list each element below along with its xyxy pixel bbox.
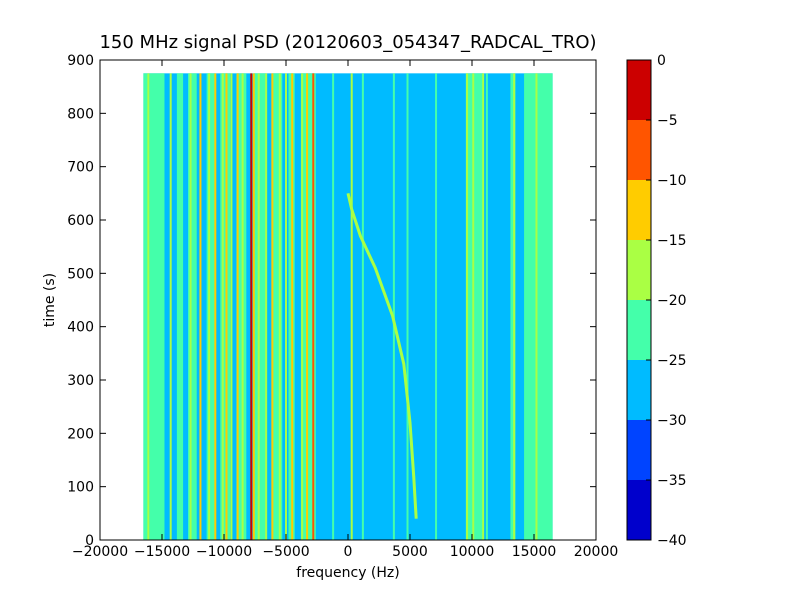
x-tick-label: −15000 <box>134 544 190 560</box>
heatmap-region <box>236 73 247 540</box>
y-tick-label: 200 <box>67 426 94 442</box>
y-tick-label: 400 <box>67 320 94 336</box>
y-tick-label: 600 <box>67 213 94 229</box>
heatmap-region <box>510 73 516 540</box>
y-tick-label: 100 <box>67 480 94 496</box>
heatmap-region <box>206 73 216 540</box>
plot-area <box>143 73 553 540</box>
y-tick-label: 700 <box>67 160 94 176</box>
y-axis-ticks: 0 100 200 300 400 500 600 700 800 900 <box>67 53 596 549</box>
y-axis-label: time (s) <box>42 273 58 327</box>
colorbar-band <box>627 420 651 480</box>
heatmap-region <box>272 73 283 540</box>
x-axis-ticks: −20000 −15000 −10000 −5000 0 5000 10000 15000 20… <box>72 60 618 560</box>
colorbar: −40 −35 −30 −25 −20 −15 −10 −5 0 <box>626 53 687 549</box>
x-tick-label: 10000 <box>450 544 495 560</box>
x-tick-label: −20000 <box>72 544 128 560</box>
y-tick-label: 0 <box>85 533 94 549</box>
heatmap-region <box>524 73 553 540</box>
colorbar-band <box>627 240 651 300</box>
heatmap-region <box>220 73 231 540</box>
colorbar-tick-label: −5 <box>657 113 678 129</box>
colorbar-tick-label: −40 <box>657 533 687 549</box>
heatmap-region <box>465 73 484 540</box>
y-tick-label: 300 <box>67 373 94 389</box>
heatmap-background <box>143 73 553 540</box>
colorbar-band <box>627 480 651 540</box>
y-tick-label: 800 <box>67 106 94 122</box>
drifting-signal-curve <box>346 192 418 519</box>
y-tick-label: 900 <box>67 53 94 69</box>
colorbar-band <box>627 300 651 360</box>
colorbar-band <box>627 60 651 120</box>
heatmap-region <box>143 73 150 540</box>
colorbar-tick-label: 0 <box>657 53 666 69</box>
chart-title: 150 MHz signal PSD (20120603_054347_RADC… <box>99 32 596 53</box>
heatmap-region <box>176 73 184 540</box>
colorbar-band <box>627 120 651 180</box>
colorbar-band <box>627 180 651 240</box>
x-tick-label: −10000 <box>196 544 252 560</box>
heatmap-region <box>300 73 316 540</box>
x-tick-label: 20000 <box>574 544 619 560</box>
heatmap-region <box>188 73 197 540</box>
colorbar-tick-label: −20 <box>657 293 687 309</box>
x-axis-label: frequency (Hz) <box>296 565 399 581</box>
colorbar-tick-label: −35 <box>657 473 687 489</box>
colorbar-tick-label: −15 <box>657 233 687 249</box>
colorbar-tick-label: −10 <box>657 173 687 189</box>
colorbar-tick-label: −25 <box>657 353 687 369</box>
x-tick-label: 0 <box>344 544 353 560</box>
colorbar-tick-label: −30 <box>657 413 687 429</box>
colorbar-band <box>627 360 651 420</box>
heatmap <box>143 73 553 540</box>
x-tick-label: 5000 <box>392 544 428 560</box>
x-tick-label: 15000 <box>512 544 557 560</box>
heatmap-region <box>149 73 165 540</box>
heatmap-region <box>253 73 267 540</box>
x-tick-label: −5000 <box>262 544 309 560</box>
y-tick-label: 500 <box>67 266 94 282</box>
